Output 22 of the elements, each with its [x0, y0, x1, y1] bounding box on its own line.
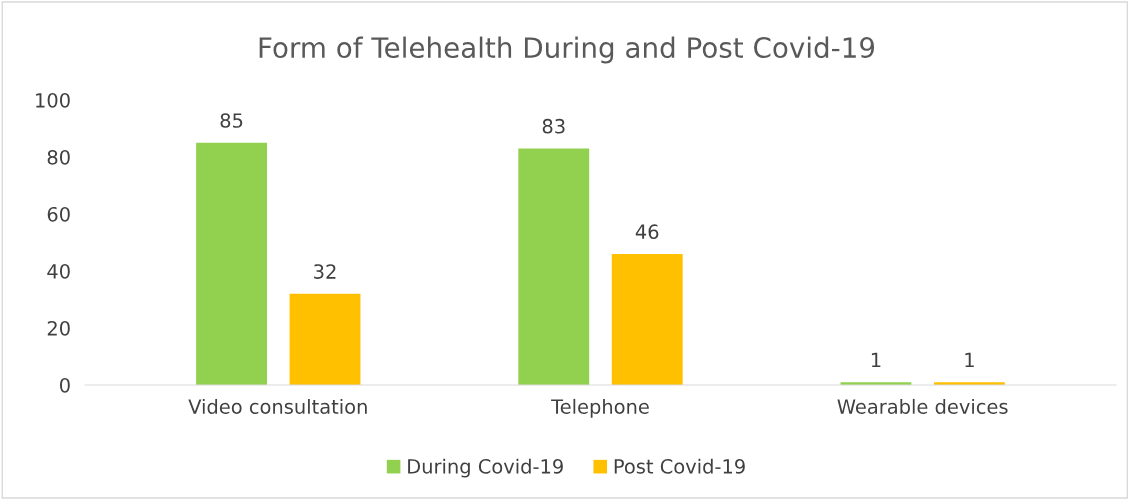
x-tick-label: Wearable devices: [837, 398, 1008, 414]
data-label: 46: [635, 224, 659, 240]
data-label: 83: [542, 118, 565, 134]
y-tick-label: 80: [47, 149, 70, 165]
bar: [611, 253, 683, 385]
y-tick-label: 40: [47, 263, 70, 279]
chart-title: Form of Telehealth During and Post Covid-19: [259, 36, 875, 64]
y-tick-label: 60: [47, 206, 70, 222]
data-label: 1: [965, 352, 974, 367]
x-tick-label: Telephone: [551, 398, 649, 418]
data-label: 32: [314, 264, 336, 279]
y-tick-label: 100: [36, 92, 70, 108]
y-tick-label: 0: [60, 377, 70, 393]
data-label: 85: [220, 113, 243, 128]
bar: [518, 148, 590, 385]
y-tick-label: 20: [47, 320, 70, 336]
legend-label: During Covid-19: [408, 458, 563, 478]
bar: [289, 293, 361, 385]
legend-label: Post Covid-19: [614, 458, 745, 474]
x-tick-label: Video consultation: [188, 398, 367, 414]
data-label: 1: [871, 352, 881, 367]
bar: [196, 142, 268, 385]
